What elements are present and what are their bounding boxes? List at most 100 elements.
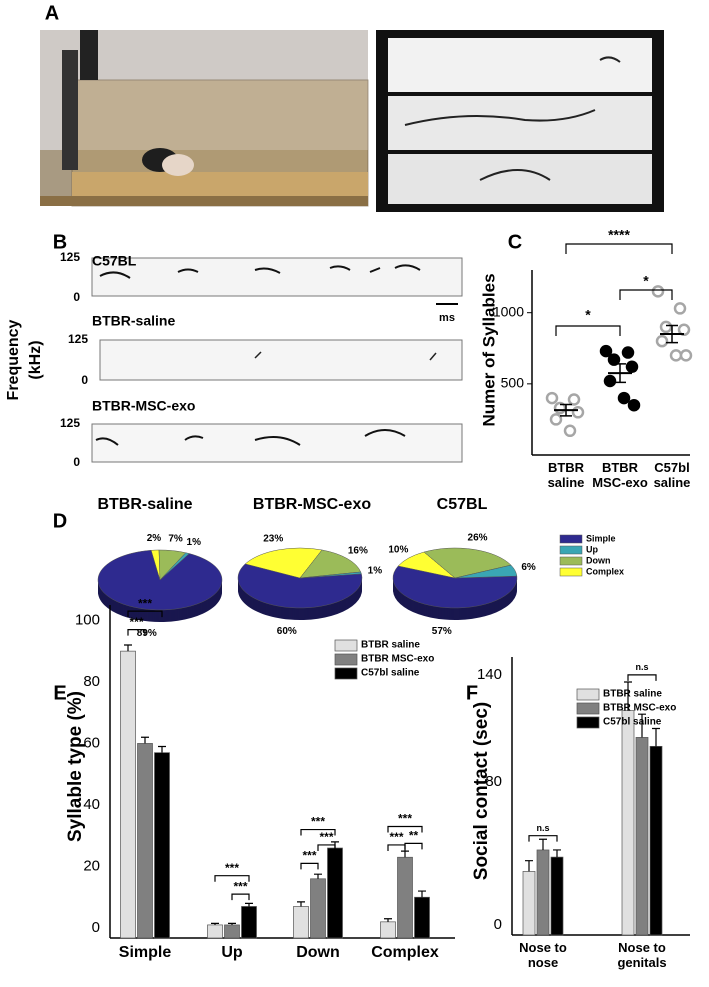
significance-label: *** <box>319 830 333 844</box>
significance-bracket <box>214 875 250 882</box>
error-bar <box>638 713 646 738</box>
data-point <box>625 360 639 374</box>
significance-bracket <box>619 289 673 300</box>
legend-swatch <box>559 534 583 544</box>
data-point <box>655 334 669 348</box>
panel-label: F <box>466 682 478 704</box>
bar <box>649 745 663 936</box>
spectrogram-overview <box>376 30 664 212</box>
y-tick-label: 0 <box>73 455 80 469</box>
legend-swatch <box>559 567 583 577</box>
pie-value-label: 2% <box>147 533 162 544</box>
pie-value-label: 16% <box>348 545 368 556</box>
row-label: BTBR-MSC-exo <box>92 398 195 414</box>
y-tick-label: 0 <box>494 916 502 933</box>
panel-label: C <box>508 231 522 253</box>
y-tick-label: 60 <box>83 734 100 751</box>
y-tick-label: 125 <box>60 416 80 430</box>
pie-slice <box>237 563 363 609</box>
pie-slice <box>423 547 512 579</box>
bar <box>414 896 430 939</box>
error-bar <box>141 736 149 744</box>
data-point <box>679 349 693 362</box>
legend-label: BTBR saline <box>603 689 662 700</box>
x-tick-label-box: Up <box>221 944 242 961</box>
significance-label: * <box>643 273 649 289</box>
legend-swatch <box>559 545 583 555</box>
x-tick-label-box: BTBR saline <box>548 461 585 490</box>
panel-label: D <box>53 510 67 532</box>
pie-slice <box>299 549 362 579</box>
x-tick-label-box: BTBR MSC-exo <box>592 461 648 490</box>
x-tick-label: C57bl saline <box>653 461 691 490</box>
x-tick-label: Simple <box>118 944 172 961</box>
bar <box>380 921 396 939</box>
y-tick-label: 0 <box>92 919 100 936</box>
legend-swatch <box>334 667 358 680</box>
y-tick-label: 100 <box>75 611 100 628</box>
y-axis-label: Numer of Syllables <box>479 273 498 426</box>
legend-label: BTBR saline <box>361 640 420 651</box>
error-bar <box>418 890 426 898</box>
significance-label: *** <box>138 596 152 610</box>
legend-label: BTBR MSC-exo <box>603 703 676 714</box>
significance-bracket <box>565 243 673 254</box>
legend-label: Down <box>586 555 611 565</box>
significance-bracket <box>387 844 406 851</box>
bar <box>550 856 564 936</box>
pie-slice <box>454 564 518 579</box>
y-axis-label: (kHz) <box>27 340 44 379</box>
significance-bracket <box>127 629 146 636</box>
significance-bracket <box>127 610 163 618</box>
data-point <box>669 349 683 362</box>
data-point <box>673 302 687 315</box>
significance-label: * <box>585 307 591 323</box>
data-point <box>607 353 621 366</box>
x-tick-label: BTBR MSC-exo <box>592 461 648 490</box>
error-bar <box>652 727 660 747</box>
pie-value-label: 6% <box>521 562 536 573</box>
error-bar <box>614 363 626 384</box>
pie-title: BTBR-MSC-exo <box>253 496 371 513</box>
bar <box>207 924 223 939</box>
y-tick-label: 0 <box>81 373 88 387</box>
significance-label: n.s <box>635 662 648 672</box>
data-point <box>651 285 665 298</box>
y-axis-label: Syllable type (%) <box>65 691 86 842</box>
bar <box>621 710 635 936</box>
significance-bracket <box>404 842 423 850</box>
significance-label: n.s <box>536 823 549 833</box>
x-tick-label-box: Simple <box>118 944 172 961</box>
cage-photo <box>40 30 369 207</box>
data-point <box>567 393 581 406</box>
error-bar <box>314 873 322 879</box>
significance-label: *** <box>398 812 412 826</box>
y-tick-label: 20 <box>83 857 100 874</box>
error-bar <box>211 922 219 925</box>
bar <box>241 906 257 939</box>
y-tick-label: 0 <box>73 290 80 304</box>
panel-label: A <box>45 2 59 24</box>
error-bar <box>539 838 547 850</box>
error-bar <box>624 681 632 711</box>
significance-label: **** <box>608 227 630 243</box>
error-bar <box>525 860 533 872</box>
spectrogram-strips <box>91 257 463 463</box>
pie-title: BTBR-saline <box>97 496 192 513</box>
y-axis-label: Frequency <box>5 319 22 400</box>
panel-label: E <box>53 682 66 704</box>
y-tick-label: 125 <box>60 250 80 264</box>
error-bar <box>401 850 409 858</box>
significance-bracket <box>317 844 336 851</box>
data-point <box>549 413 563 426</box>
error-bar <box>245 902 253 907</box>
pie-value-label: 26% <box>468 533 488 544</box>
x-tick-label-box: Down <box>296 944 340 961</box>
error-bar <box>384 918 392 922</box>
error-bar <box>560 403 572 417</box>
y-tick-label: 80 <box>83 673 100 690</box>
legend-label: Up <box>586 544 598 554</box>
legend-label: Simple <box>586 533 616 543</box>
significance-bracket <box>300 862 319 870</box>
